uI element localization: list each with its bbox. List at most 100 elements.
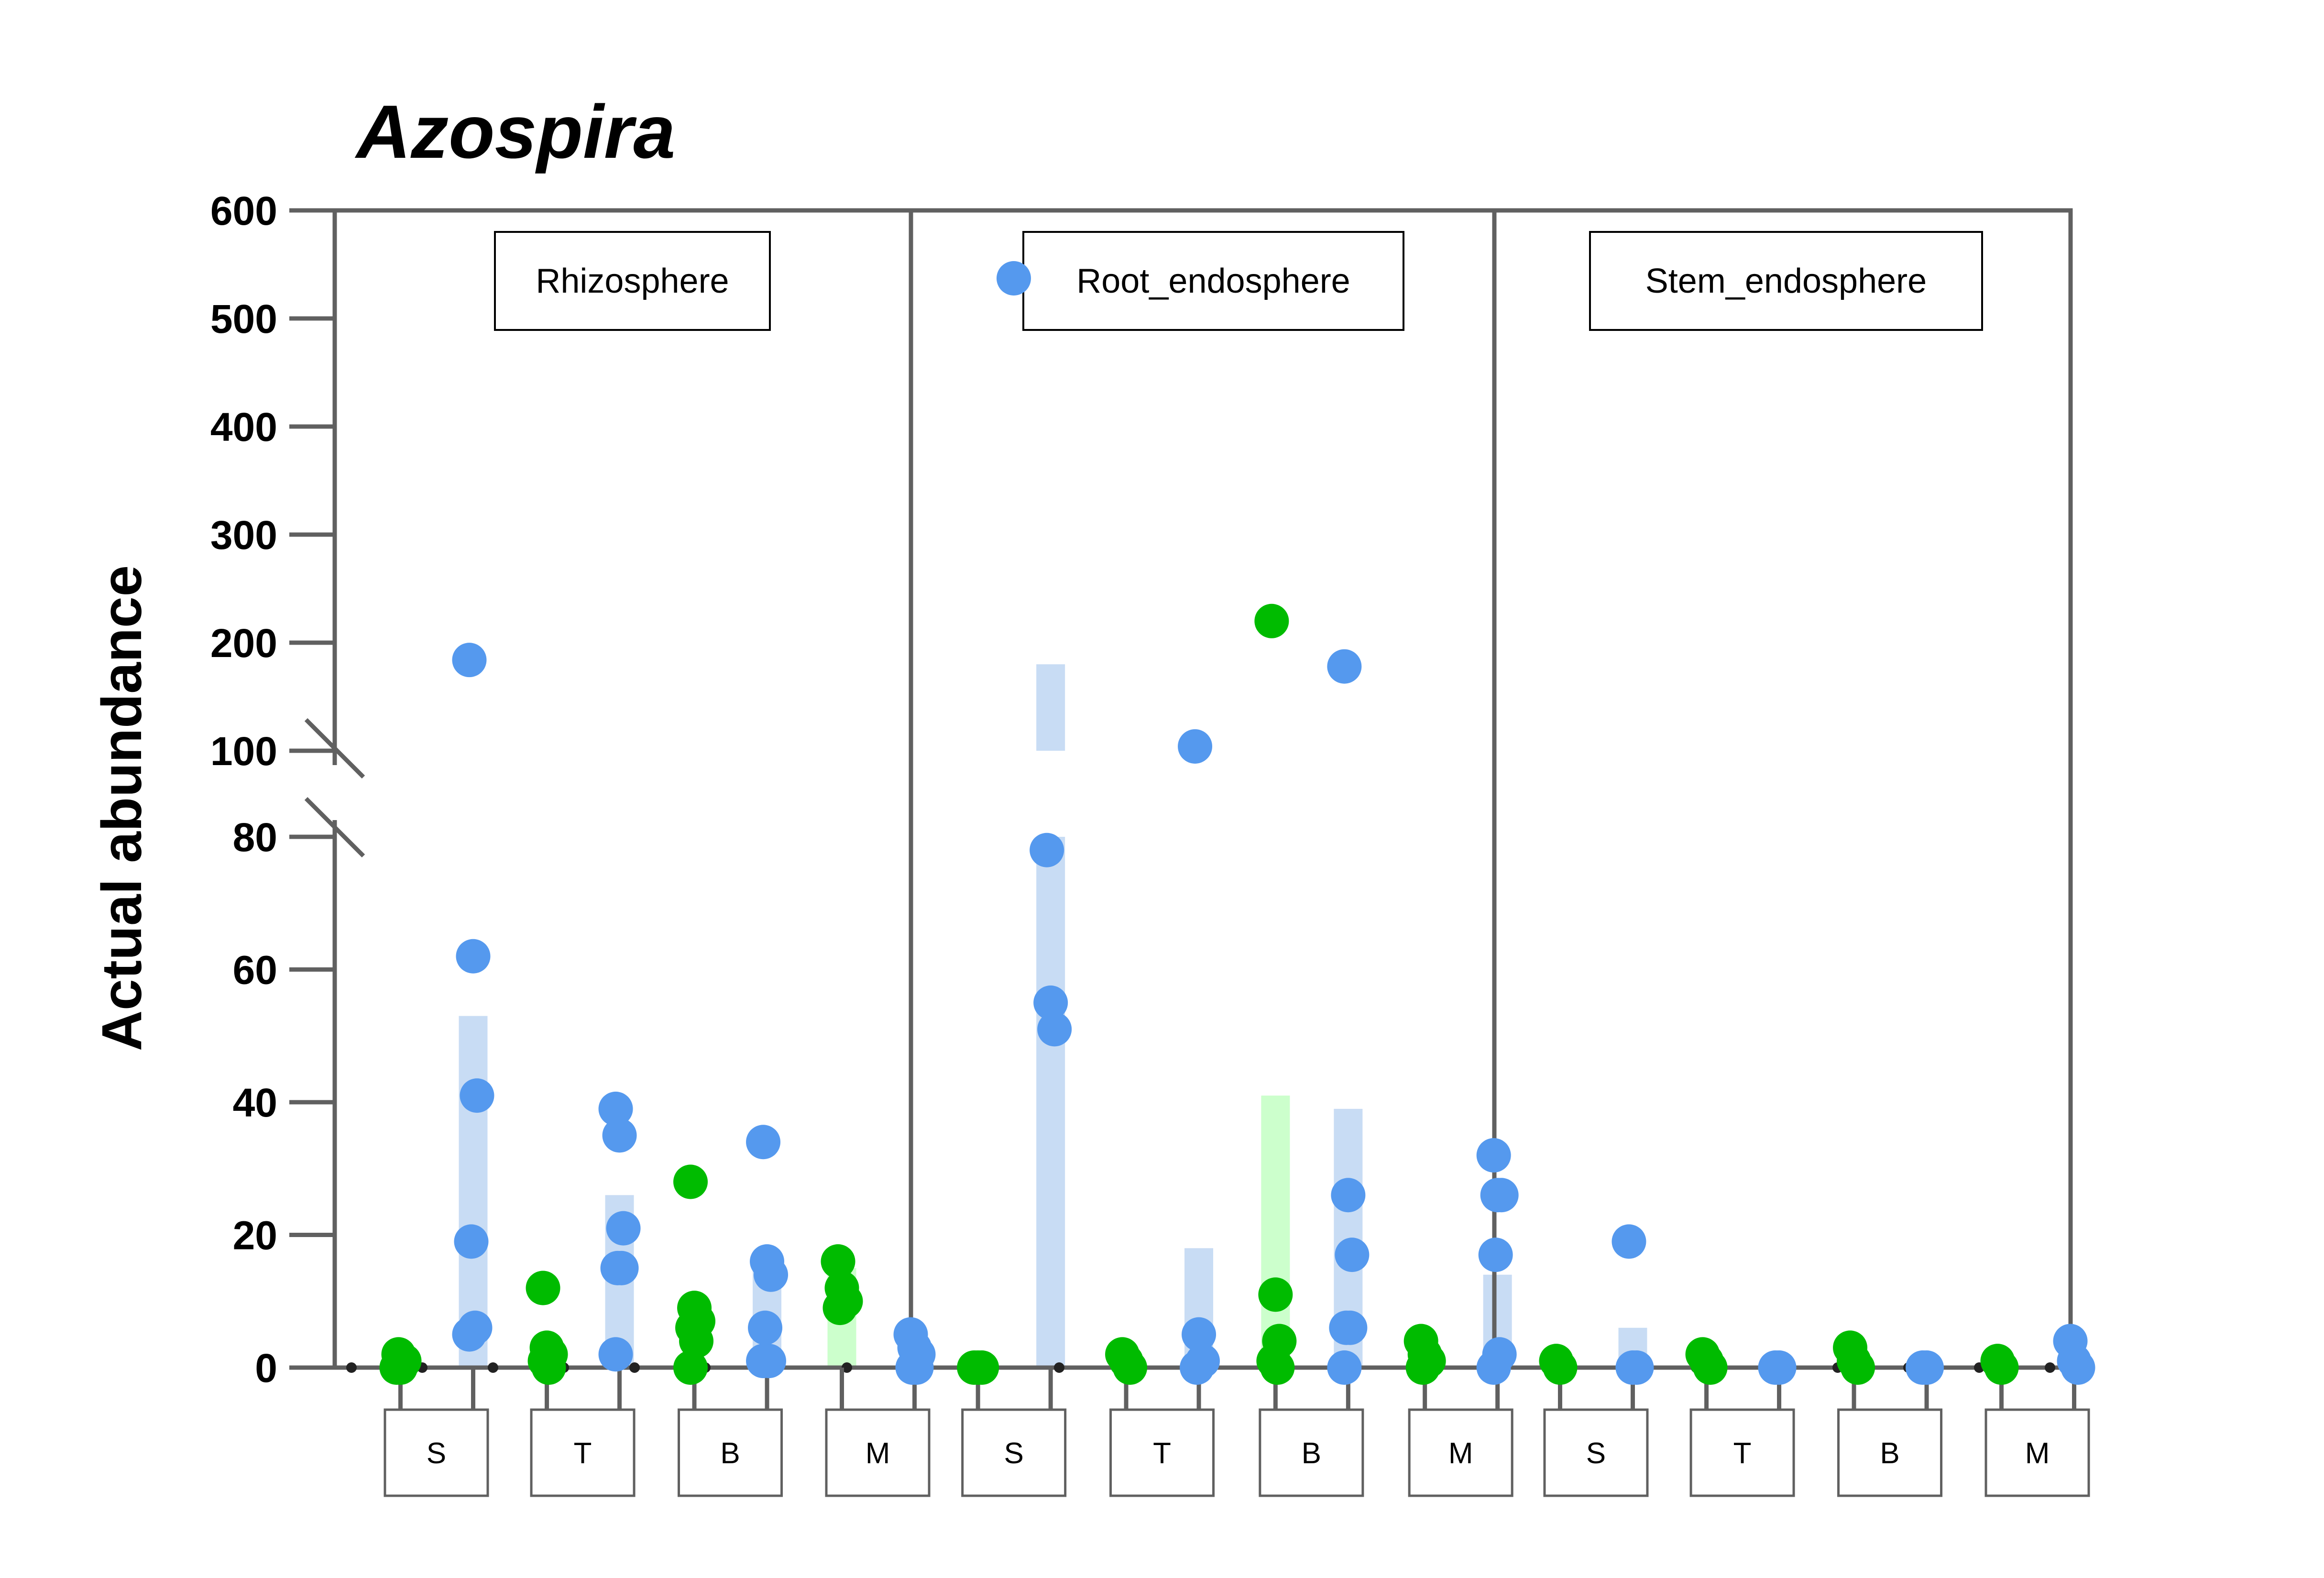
data-point <box>899 1350 934 1385</box>
category-box <box>1408 1408 1513 1497</box>
y-tick-label: 600 <box>210 188 277 233</box>
category-label: B <box>1302 1437 1321 1470</box>
data-point <box>1476 1138 1511 1173</box>
data-point <box>1909 1350 1944 1385</box>
y-tick-label: 100 <box>210 729 277 774</box>
category-box <box>1259 1408 1364 1497</box>
category-box <box>825 1408 931 1497</box>
category-label: M <box>1448 1437 1473 1470</box>
data-point <box>531 1350 566 1385</box>
category-label: T <box>1153 1437 1171 1470</box>
data-point <box>1033 985 1068 1020</box>
data-point <box>381 1337 416 1372</box>
baseline-dot <box>629 1362 640 1373</box>
baseline-dot <box>2045 1362 2055 1373</box>
y-axis: 0 20 40 60 80 100 200 300 400 500 600 <box>210 188 365 1391</box>
data-point <box>604 1250 639 1285</box>
category-box <box>1837 1408 1943 1497</box>
data-point <box>598 1091 633 1126</box>
data-point <box>1984 1350 2019 1385</box>
data-point <box>673 1350 708 1385</box>
y-tick-label: 300 <box>210 513 277 558</box>
data-point <box>965 1350 999 1385</box>
category-box <box>1543 1408 1649 1497</box>
category-box <box>678 1408 783 1497</box>
y-tick-label: 20 <box>233 1213 277 1258</box>
points-layer <box>379 603 2095 1385</box>
data-point <box>1260 1350 1295 1385</box>
axis-break-mark <box>304 718 365 779</box>
data-point <box>1030 833 1064 867</box>
data-point <box>822 1291 857 1326</box>
y-tick-label: 0 <box>255 1346 277 1391</box>
category-box <box>1984 1408 2090 1497</box>
data-point <box>1619 1350 1654 1385</box>
data-point <box>1254 603 1289 638</box>
bar-segment <box>1036 837 1065 1368</box>
data-point <box>1611 1224 1646 1259</box>
data-point <box>1182 1317 1217 1352</box>
data-point <box>746 1125 781 1160</box>
panel-strip-label: Rhizosphere <box>536 262 729 300</box>
category-box <box>961 1408 1067 1497</box>
category-label: S <box>1586 1437 1606 1470</box>
data-point <box>1484 1178 1519 1213</box>
panel-strip-box <box>1022 231 1404 331</box>
data-point <box>1335 1238 1370 1272</box>
y-tick-label: 80 <box>233 815 277 860</box>
baseline-dot <box>842 1362 852 1373</box>
data-point <box>1180 1350 1215 1385</box>
data-point <box>748 1310 783 1345</box>
data-point <box>1037 1012 1072 1047</box>
panel-strips: Rhizosphere Root_endosphere Stem_endospher… <box>494 231 1983 331</box>
y-tick-label: 400 <box>210 405 277 449</box>
category-box <box>1689 1408 1795 1497</box>
data-point <box>452 643 487 678</box>
baseline-dot <box>1054 1362 1064 1373</box>
category-label: T <box>1733 1437 1752 1470</box>
data-point <box>1693 1350 1728 1385</box>
data-point <box>1543 1350 1578 1385</box>
data-point <box>1178 729 1213 764</box>
data-point <box>1258 1277 1293 1312</box>
data-point <box>821 1244 855 1279</box>
baseline-dot <box>346 1362 357 1373</box>
panel-strip-box <box>1589 231 1983 331</box>
y-tick-label: 40 <box>233 1080 277 1125</box>
data-point <box>598 1337 633 1372</box>
bar-segment <box>1036 664 1065 751</box>
plot-frame <box>332 208 2073 1370</box>
data-point <box>754 1257 789 1292</box>
category-label: T <box>574 1437 592 1470</box>
data-point <box>452 1317 487 1352</box>
data-point <box>526 1271 560 1305</box>
data-point <box>746 1344 781 1379</box>
y-tick-label: 200 <box>210 621 277 666</box>
data-point <box>1327 1350 1362 1385</box>
axis-break-gap <box>328 765 342 820</box>
axis-break-mark <box>304 797 365 858</box>
bar <box>459 1016 488 1368</box>
category-label: B <box>1880 1437 1899 1470</box>
panel-strip-box <box>494 231 771 331</box>
category-label: S <box>427 1437 446 1470</box>
data-point <box>1333 1310 1368 1345</box>
category-box <box>1109 1408 1215 1497</box>
legend-symbol <box>997 261 1031 296</box>
data-point <box>1476 1350 1511 1385</box>
y-tick-label: 500 <box>210 296 277 341</box>
data-point <box>673 1164 708 1199</box>
data-point <box>1478 1238 1513 1272</box>
data-point <box>602 1118 637 1153</box>
category-label: M <box>866 1437 890 1470</box>
data-point <box>1841 1350 1875 1385</box>
category-box <box>530 1408 636 1497</box>
chart-title: Azospira <box>354 90 675 174</box>
data-point <box>1331 1178 1366 1213</box>
panel-strip-label: Root_endosphere <box>1076 262 1350 300</box>
y-tick-label: 60 <box>233 948 277 993</box>
data-point <box>460 1078 494 1113</box>
data-point <box>606 1211 641 1246</box>
